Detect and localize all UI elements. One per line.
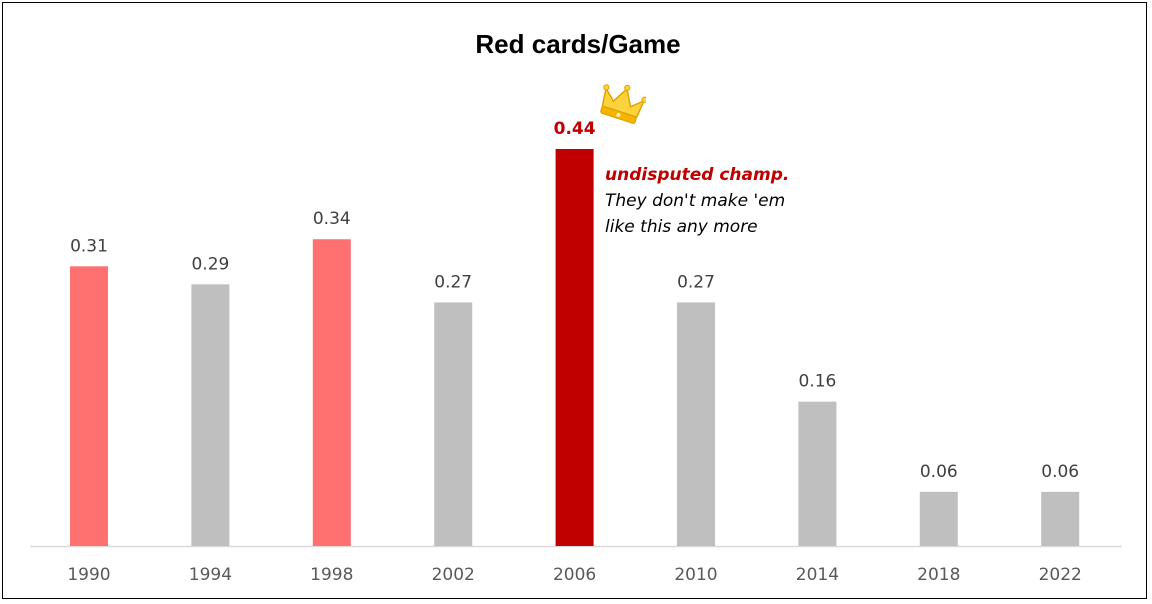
bar-2022 [1041,491,1080,546]
data-label-2014: 0.16 [798,372,836,392]
x-tick-2006: 2006 [553,565,596,585]
chart-title: Red cards/Game [475,29,681,59]
bar-2006 [555,149,594,546]
x-tick-2014: 2014 [796,565,839,585]
bar-2018 [919,491,958,546]
x-tick-1990: 1990 [67,565,110,585]
annotation-emphasis: undisputed champ. [605,165,790,185]
data-label-2002: 0.27 [434,272,472,292]
bar-1998 [312,239,351,546]
champion-annotation: undisputed champ. They don't make 'em li… [605,162,835,240]
x-tick-2002: 2002 [432,565,475,585]
data-label-2010: 0.27 [677,272,715,292]
x-tick-2018: 2018 [917,565,960,585]
data-label-1990: 0.31 [70,236,108,256]
x-tick-2022: 2022 [1039,565,1082,585]
bar-2014 [798,401,837,546]
crown-icon [600,84,646,124]
annotation-line-2: like this any more [605,217,758,237]
x-tick-1994: 1994 [189,565,232,585]
x-tick-1998: 1998 [310,565,353,585]
bar-2010 [677,302,715,546]
data-label-2018: 0.06 [920,462,958,482]
data-label-1994: 0.29 [191,254,229,274]
annotation-line-1: They don't make 'em [605,191,786,211]
bar-2002 [434,302,473,546]
data-label-2006: 0.44 [554,119,596,139]
bar-1994 [191,284,230,546]
bar-1990 [70,266,108,546]
data-label-2022: 0.06 [1041,462,1079,482]
x-tick-2010: 2010 [674,565,717,585]
data-label-1998: 0.34 [313,209,351,229]
